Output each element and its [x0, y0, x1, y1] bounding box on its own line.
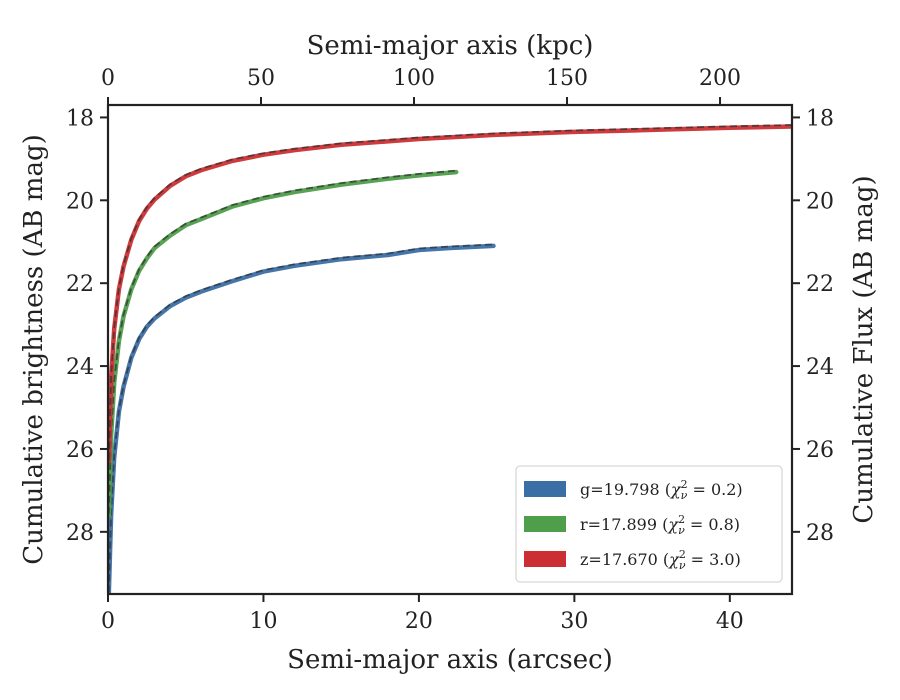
right-y-axis: 18 20 22 24 26 28	[792, 106, 834, 546]
x-top-tick-label: 200	[699, 66, 741, 91]
series-line-0	[108, 243, 496, 594]
curves-clip-group	[108, 124, 792, 594]
curves-layer	[108, 124, 792, 594]
legend-label-chi: χ	[667, 515, 679, 534]
legend-swatch	[524, 481, 566, 497]
x-tick-label: 30	[560, 609, 588, 634]
legend-label-sub: ν	[679, 559, 686, 572]
legend-label-chi: χ	[668, 550, 680, 569]
legend-swatch	[524, 551, 566, 567]
legend-label-sup: 2	[681, 478, 688, 491]
x-top-tick-label: 150	[546, 66, 588, 91]
legend-label-main: z=17.670 (	[580, 550, 669, 569]
top-x-axis: 0 50 100 150 200	[101, 66, 741, 105]
legend-label-eq: = 0.8)	[685, 515, 740, 534]
y-right-tick-label: 24	[806, 355, 834, 380]
legend-label: z=17.670 (χ2 ν = 3.0)	[580, 548, 741, 572]
x-axis-label-top: Semi-major axis (kpc)	[307, 31, 594, 61]
y-right-tick-label: 20	[806, 189, 834, 214]
legend-box	[515, 465, 783, 583]
series-model-line-0	[108, 243, 494, 593]
y-tick-label: 20	[66, 189, 94, 214]
legend-label-sup: 2	[679, 548, 686, 561]
x-tick-label: 10	[249, 609, 277, 634]
legend-label-sup: 2	[678, 513, 685, 526]
y-tick-label: 26	[66, 438, 94, 463]
y-axis-label-right: Cumulative Flux (AB mag)	[849, 175, 879, 523]
y-tick-label: 24	[66, 355, 94, 380]
legend-label-chi: χ	[670, 480, 682, 499]
x-axis-label-bottom: Semi-major axis (arcsec)	[287, 645, 613, 675]
legend-label-sub: ν	[678, 524, 685, 537]
plot-frame	[106, 103, 794, 596]
x-top-tick-label: 50	[247, 66, 275, 91]
y-right-tick-label: 26	[806, 438, 834, 463]
x-top-tick-label: 0	[101, 66, 115, 91]
legend-swatch	[524, 516, 566, 532]
series-line-1	[108, 169, 459, 518]
legend-label-main: r=17.899 (	[580, 515, 668, 534]
legend-label: r=17.899 (χ2 ν = 0.8)	[580, 513, 740, 537]
y-tick-label: 18	[66, 106, 94, 131]
left-y-axis: 18 20 22 24 26 28	[66, 106, 108, 546]
y-right-tick-label: 28	[806, 521, 834, 546]
legend-label: g=19.798 (χ2 ν = 0.2)	[580, 478, 743, 502]
y-tick-label: 28	[66, 521, 94, 546]
bottom-x-axis: 0 10 20 30 40	[101, 594, 744, 634]
x-top-tick-label: 100	[393, 66, 435, 91]
legend-label-sub: ν	[681, 489, 688, 502]
y-axis-label-left: Cumulative brightness (AB mag)	[19, 134, 49, 565]
y-right-tick-label: 22	[806, 272, 834, 297]
x-tick-label: 20	[405, 609, 433, 634]
legend-label-eq: = 3.0)	[686, 550, 741, 569]
legend-label-eq: = 0.2)	[687, 480, 742, 499]
y-right-tick-label: 18	[806, 106, 834, 131]
legend-label-main: g=19.798 (	[580, 480, 671, 499]
series-model-line-1	[108, 169, 457, 514]
series-model-line-2	[108, 124, 792, 460]
y-tick-label: 22	[66, 272, 94, 297]
legend: g=19.798 (χ2 ν = 0.2)r=17.899 (χ2 ν = 0.8)…	[515, 465, 783, 583]
series-line-2	[108, 124, 792, 464]
x-tick-label: 0	[101, 609, 115, 634]
x-tick-label: 40	[716, 609, 744, 634]
